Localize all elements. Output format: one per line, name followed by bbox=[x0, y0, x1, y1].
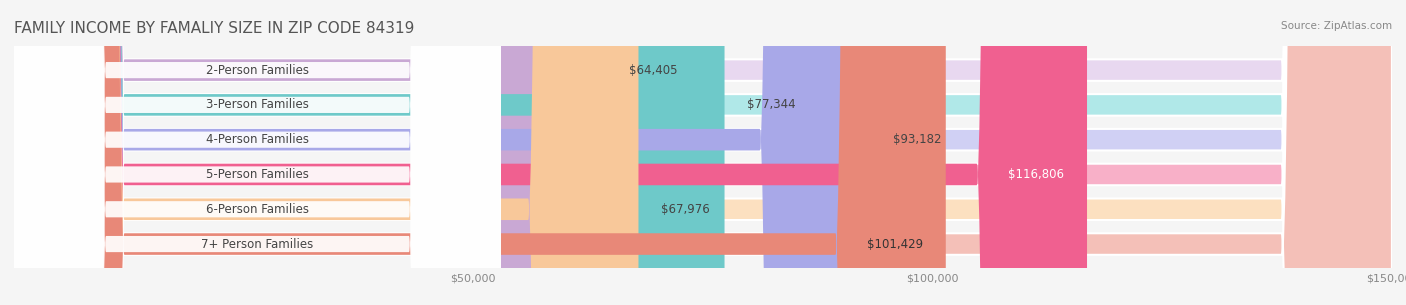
FancyBboxPatch shape bbox=[14, 0, 724, 305]
Text: FAMILY INCOME BY FAMALIY SIZE IN ZIP CODE 84319: FAMILY INCOME BY FAMALIY SIZE IN ZIP COD… bbox=[14, 21, 415, 36]
Text: 3-Person Families: 3-Person Families bbox=[207, 99, 309, 111]
FancyBboxPatch shape bbox=[14, 0, 638, 305]
Text: 4-Person Families: 4-Person Families bbox=[207, 133, 309, 146]
FancyBboxPatch shape bbox=[14, 0, 501, 305]
FancyBboxPatch shape bbox=[14, 0, 1392, 305]
FancyBboxPatch shape bbox=[14, 0, 501, 305]
Text: Source: ZipAtlas.com: Source: ZipAtlas.com bbox=[1281, 21, 1392, 31]
Text: 5-Person Families: 5-Person Families bbox=[207, 168, 309, 181]
FancyBboxPatch shape bbox=[14, 0, 946, 305]
FancyBboxPatch shape bbox=[14, 0, 1392, 305]
Text: $67,976: $67,976 bbox=[661, 203, 710, 216]
FancyBboxPatch shape bbox=[14, 0, 606, 305]
FancyBboxPatch shape bbox=[14, 0, 1392, 305]
Text: $93,182: $93,182 bbox=[893, 133, 942, 146]
FancyBboxPatch shape bbox=[14, 0, 501, 305]
Text: $101,429: $101,429 bbox=[866, 238, 922, 250]
FancyBboxPatch shape bbox=[14, 0, 1392, 305]
Text: $64,405: $64,405 bbox=[628, 64, 678, 77]
Text: $116,806: $116,806 bbox=[1008, 168, 1064, 181]
Text: 2-Person Families: 2-Person Families bbox=[207, 64, 309, 77]
FancyBboxPatch shape bbox=[14, 0, 1392, 305]
FancyBboxPatch shape bbox=[14, 0, 501, 305]
Text: 6-Person Families: 6-Person Families bbox=[207, 203, 309, 216]
FancyBboxPatch shape bbox=[14, 0, 501, 305]
FancyBboxPatch shape bbox=[14, 0, 1087, 305]
FancyBboxPatch shape bbox=[14, 0, 870, 305]
FancyBboxPatch shape bbox=[14, 0, 501, 305]
Text: 7+ Person Families: 7+ Person Families bbox=[201, 238, 314, 250]
Text: $77,344: $77,344 bbox=[748, 99, 796, 111]
FancyBboxPatch shape bbox=[14, 0, 1392, 305]
